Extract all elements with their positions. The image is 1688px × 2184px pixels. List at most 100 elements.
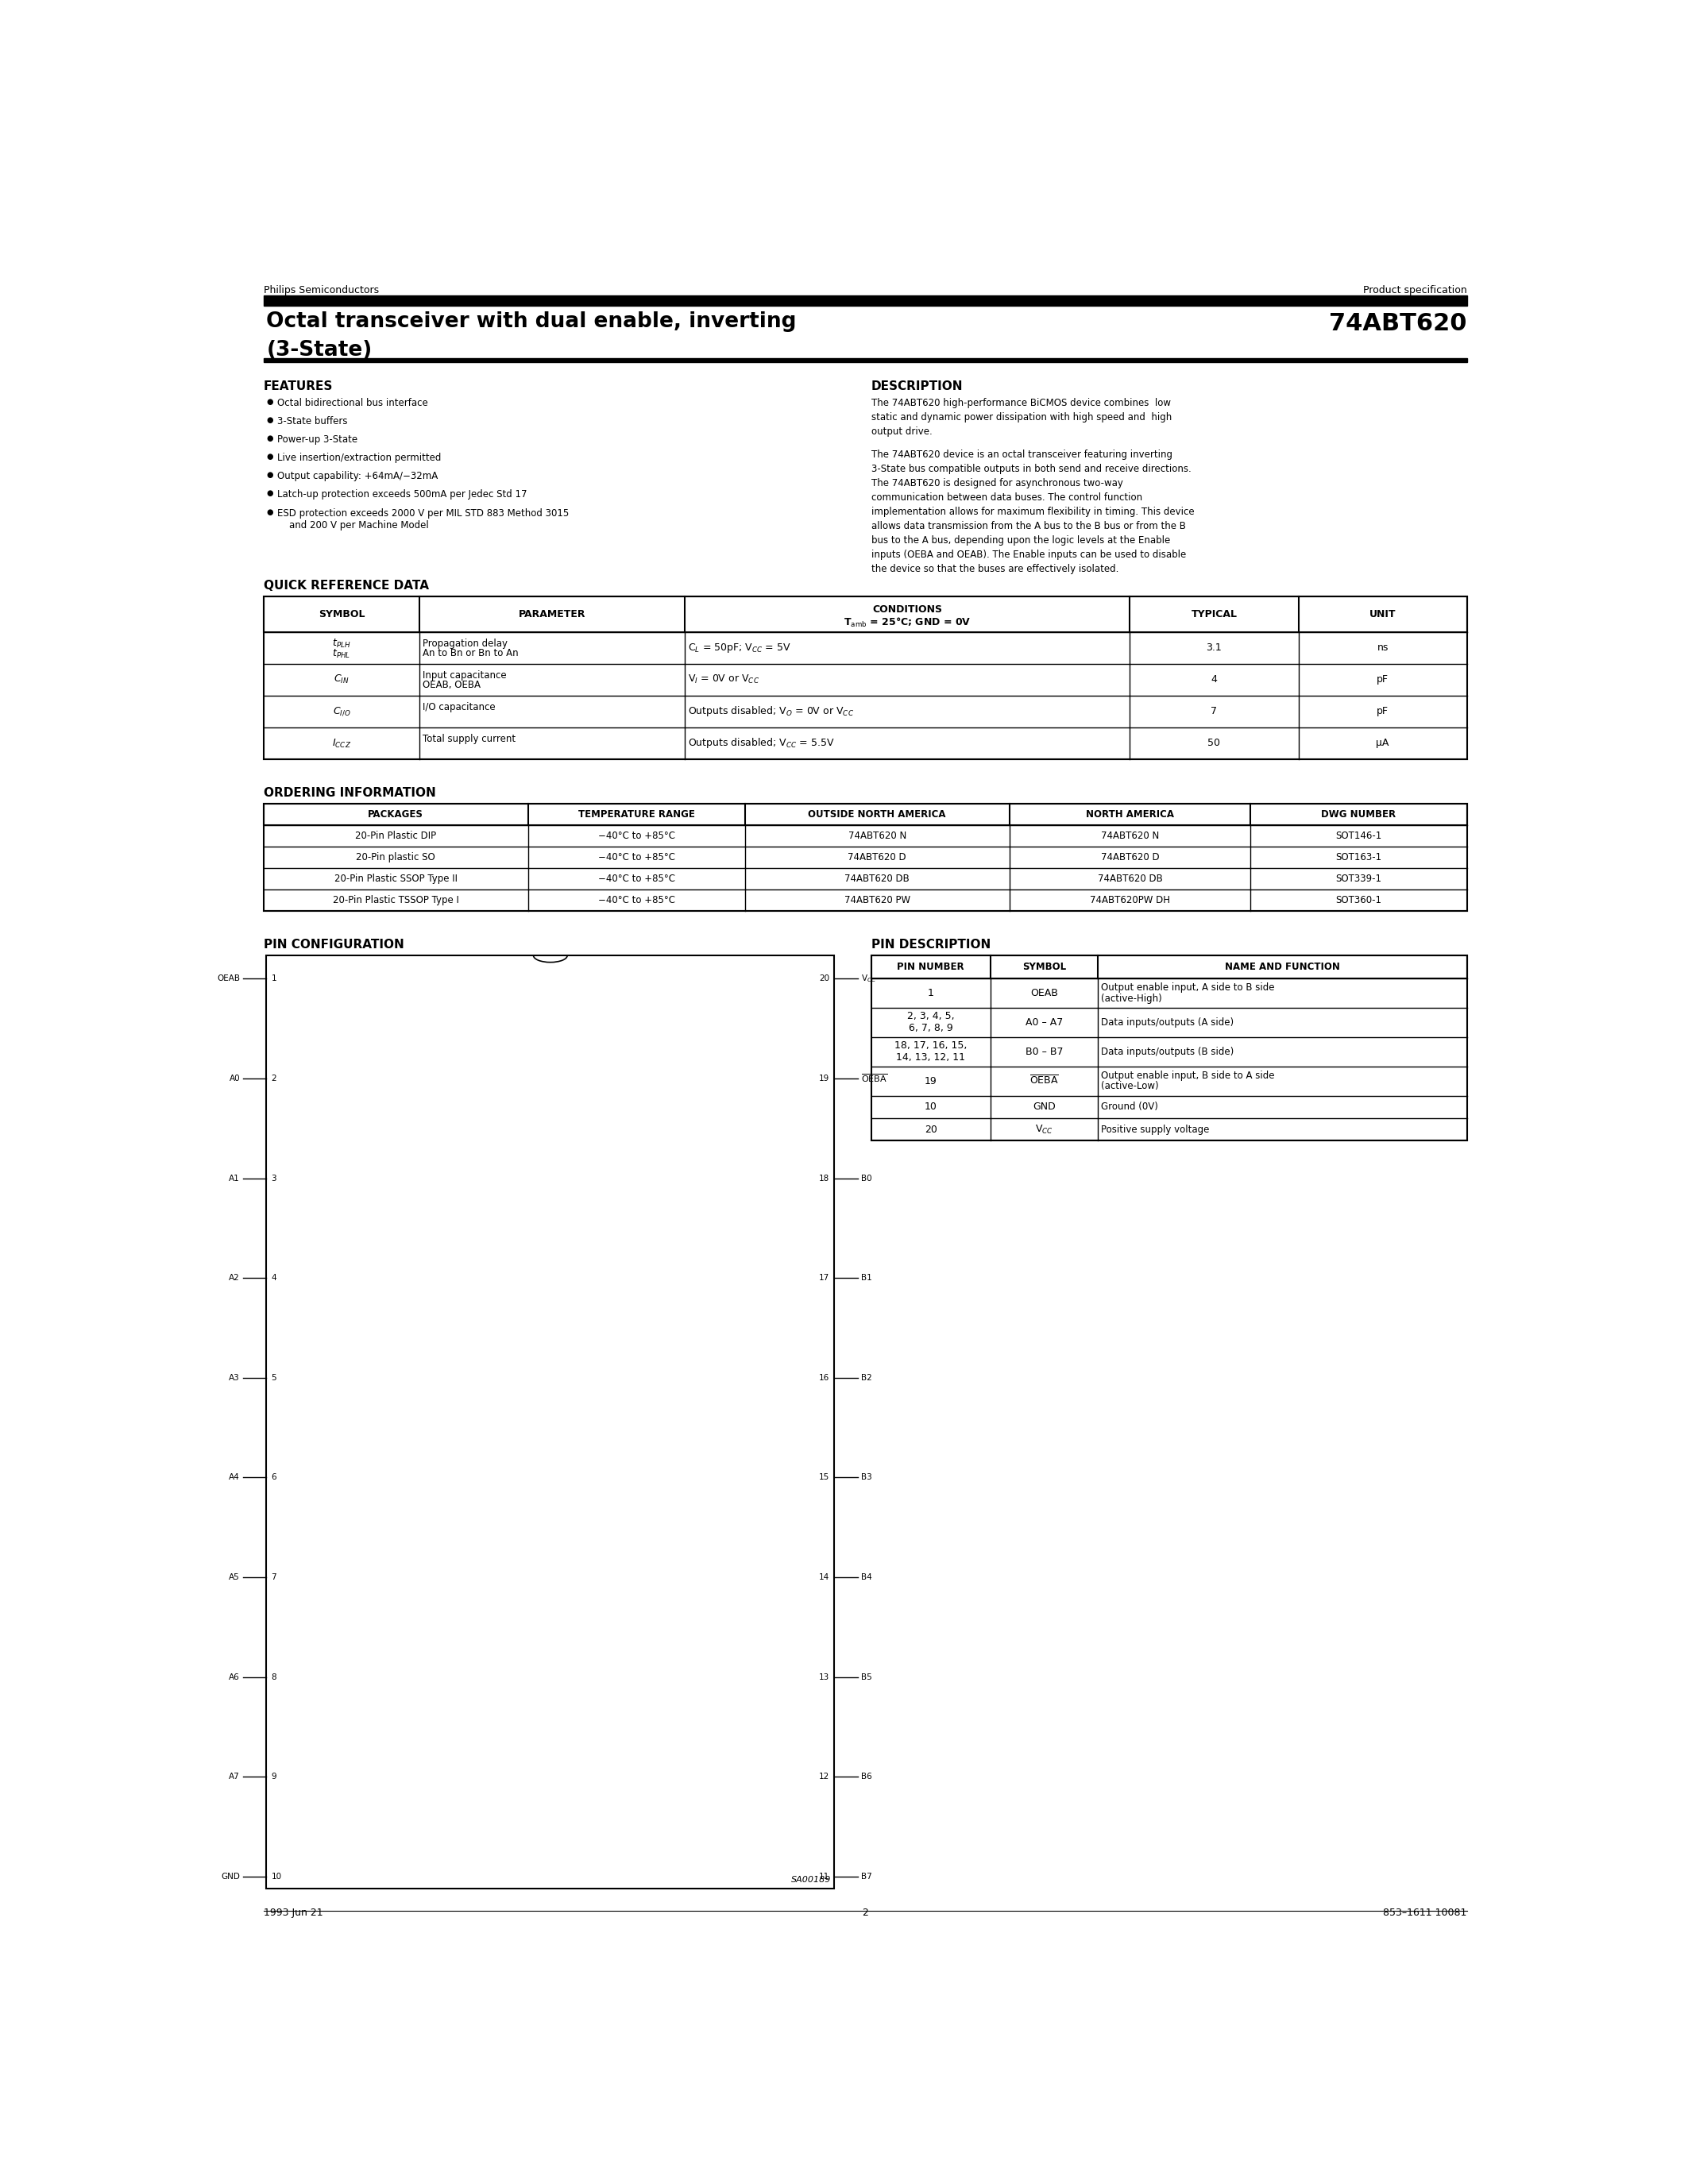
Text: SOT360-1: SOT360-1	[1335, 895, 1381, 906]
Text: FEATURES: FEATURES	[263, 380, 333, 393]
Text: 15: 15	[819, 1474, 829, 1481]
Text: $\overline{\rm OEBA}$: $\overline{\rm OEBA}$	[861, 1072, 886, 1083]
Text: 18, 17, 16, 15,
14, 13, 12, 11: 18, 17, 16, 15, 14, 13, 12, 11	[895, 1040, 967, 1064]
Bar	[263, 596, 1467, 631]
Text: OEAB: OEAB	[1030, 987, 1058, 998]
Text: A1: A1	[230, 1175, 240, 1182]
Text: Input capacitance: Input capacitance	[424, 670, 506, 681]
Text: 13: 13	[819, 1673, 829, 1682]
Text: A5: A5	[230, 1572, 240, 1581]
Text: 19: 19	[819, 1075, 829, 1083]
Text: t$_{PHL}$: t$_{PHL}$	[333, 649, 351, 660]
Text: 5: 5	[272, 1374, 277, 1382]
Text: C$_{I/O}$: C$_{I/O}$	[333, 705, 351, 716]
Text: 18: 18	[819, 1175, 829, 1182]
Text: 20-Pin Plastic DIP: 20-Pin Plastic DIP	[354, 830, 436, 841]
Text: 19: 19	[925, 1077, 937, 1085]
Text: t$_{PLH}$: t$_{PLH}$	[333, 638, 351, 649]
Text: 3-State buffers: 3-State buffers	[277, 417, 348, 426]
Text: Product specification: Product specification	[1362, 286, 1467, 295]
Text: Power-up 3-State: Power-up 3-State	[277, 435, 358, 446]
Text: A2: A2	[230, 1273, 240, 1282]
Text: A0 – A7: A0 – A7	[1025, 1018, 1063, 1026]
Text: 74ABT620 N: 74ABT620 N	[1101, 830, 1160, 841]
Text: μA: μA	[1376, 738, 1389, 749]
Text: 16: 16	[819, 1374, 829, 1382]
Text: SOT339-1: SOT339-1	[1335, 874, 1381, 885]
Text: NAME AND FUNCTION: NAME AND FUNCTION	[1225, 961, 1340, 972]
Text: SYMBOL: SYMBOL	[1023, 961, 1065, 972]
Bar	[263, 596, 1467, 760]
Text: OEAB: OEAB	[216, 974, 240, 983]
Text: pF: pF	[1377, 705, 1389, 716]
Bar	[267, 957, 834, 1889]
Text: B5: B5	[861, 1673, 871, 1682]
Text: A3: A3	[230, 1374, 240, 1382]
Text: 74ABT620 DB: 74ABT620 DB	[844, 874, 910, 885]
Text: Philips Semiconductors: Philips Semiconductors	[263, 286, 378, 295]
Text: 10: 10	[925, 1101, 937, 1112]
Bar	[871, 957, 1467, 978]
Text: pF: pF	[1377, 675, 1389, 686]
Text: 74ABT620 N: 74ABT620 N	[847, 830, 906, 841]
Bar	[263, 804, 1467, 911]
Text: 50: 50	[1209, 738, 1220, 749]
Text: The 74ABT620 high-performance BiCMOS device combines  low
static and dynamic pow: The 74ABT620 high-performance BiCMOS dev…	[871, 397, 1171, 437]
Text: 1993 Jun 21: 1993 Jun 21	[263, 1909, 322, 1918]
Text: NORTH AMERICA: NORTH AMERICA	[1085, 810, 1173, 819]
Text: V$_{CC}$: V$_{CC}$	[1035, 1123, 1053, 1136]
Text: ●: ●	[267, 452, 273, 461]
Text: 2: 2	[272, 1075, 277, 1083]
Text: Output enable input, B side to A side: Output enable input, B side to A side	[1101, 1070, 1274, 1081]
Text: 74ABT620 PW: 74ABT620 PW	[844, 895, 910, 906]
Text: Total supply current: Total supply current	[424, 734, 517, 745]
Text: I/O capacitance: I/O capacitance	[424, 701, 496, 712]
Text: 12: 12	[819, 1773, 829, 1780]
Text: T$_{\rm amb}$ = 25°C; GND = 0V: T$_{\rm amb}$ = 25°C; GND = 0V	[844, 616, 971, 629]
Text: Propagation delay: Propagation delay	[424, 638, 508, 649]
Text: 2, 3, 4, 5,
6, 7, 8, 9: 2, 3, 4, 5, 6, 7, 8, 9	[906, 1011, 954, 1033]
Text: 74ABT620 DB: 74ABT620 DB	[1097, 874, 1163, 885]
Text: Ground (0V): Ground (0V)	[1101, 1101, 1158, 1112]
Text: SOT146-1: SOT146-1	[1335, 830, 1382, 841]
Text: OUTSIDE NORTH AMERICA: OUTSIDE NORTH AMERICA	[809, 810, 945, 819]
Text: ORDERING INFORMATION: ORDERING INFORMATION	[263, 786, 436, 799]
Text: $\overline{\rm OEBA}$: $\overline{\rm OEBA}$	[1030, 1075, 1058, 1088]
Text: C$_{IN}$: C$_{IN}$	[334, 673, 349, 686]
Text: 4: 4	[1210, 675, 1217, 686]
Text: Data inputs/outputs (A side): Data inputs/outputs (A side)	[1101, 1018, 1234, 1026]
Text: −40°C to +85°C: −40°C to +85°C	[598, 852, 675, 863]
Text: The 74ABT620 device is an octal transceiver featuring inverting
3-State bus comp: The 74ABT620 device is an octal transcei…	[871, 450, 1195, 574]
Bar	[871, 957, 1467, 1140]
Text: Latch-up protection exceeds 500mA per Jedec Std 17: Latch-up protection exceeds 500mA per Je…	[277, 489, 527, 500]
Text: 20-Pin Plastic TSSOP Type I: 20-Pin Plastic TSSOP Type I	[333, 895, 459, 906]
Text: B1: B1	[861, 1273, 871, 1282]
Text: ●: ●	[267, 397, 273, 406]
Text: Outputs disabled; V$_{CC}$ = 5.5V: Outputs disabled; V$_{CC}$ = 5.5V	[687, 736, 834, 749]
Bar	[263, 358, 1467, 363]
Text: B6: B6	[861, 1773, 871, 1780]
Text: ●: ●	[267, 509, 273, 515]
Text: 17: 17	[819, 1273, 829, 1282]
Text: 7: 7	[1210, 705, 1217, 716]
Text: C$_L$ = 50pF; V$_{CC}$ = 5V: C$_L$ = 50pF; V$_{CC}$ = 5V	[687, 642, 790, 655]
Text: DWG NUMBER: DWG NUMBER	[1322, 810, 1396, 819]
Text: 3.1: 3.1	[1207, 642, 1222, 653]
Text: Output capability: +64mA/−32mA: Output capability: +64mA/−32mA	[277, 472, 437, 480]
Text: Octal bidirectional bus interface: Octal bidirectional bus interface	[277, 397, 427, 408]
Text: 1: 1	[272, 974, 277, 983]
Text: −40°C to +85°C: −40°C to +85°C	[598, 874, 675, 885]
Text: −40°C to +85°C: −40°C to +85°C	[598, 830, 675, 841]
Text: SOT163-1: SOT163-1	[1335, 852, 1382, 863]
Text: ●: ●	[267, 489, 273, 498]
Text: PARAMETER: PARAMETER	[518, 609, 586, 620]
Text: 74ABT620PW DH: 74ABT620PW DH	[1090, 895, 1170, 906]
Text: DESCRIPTION: DESCRIPTION	[871, 380, 962, 393]
Text: ●: ●	[267, 472, 273, 478]
Text: ●: ●	[267, 417, 273, 424]
Text: Live insertion/extraction permitted: Live insertion/extraction permitted	[277, 452, 441, 463]
Text: ns: ns	[1377, 642, 1388, 653]
Text: 10: 10	[272, 1872, 282, 1880]
Text: Outputs disabled; V$_O$ = 0V or V$_{CC}$: Outputs disabled; V$_O$ = 0V or V$_{CC}$	[687, 705, 854, 719]
Text: 2: 2	[863, 1909, 868, 1918]
